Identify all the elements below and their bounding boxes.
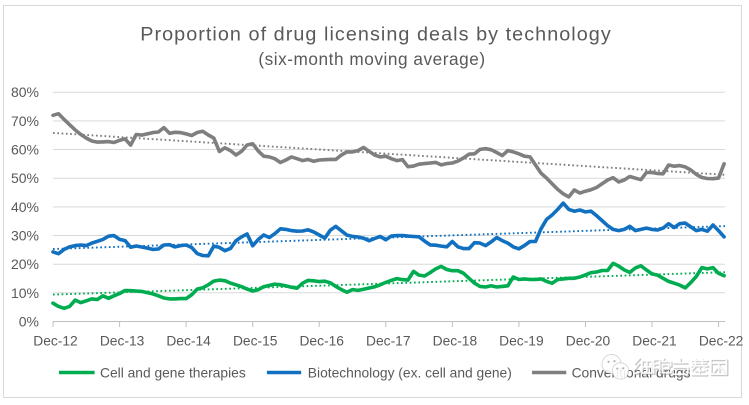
- svg-text:Dec-19: Dec-19: [499, 334, 544, 349]
- svg-text:20%: 20%: [11, 256, 39, 272]
- svg-text:0%: 0%: [19, 314, 39, 330]
- svg-text:60%: 60%: [11, 142, 39, 158]
- svg-text:Cell and gene therapies: Cell and gene therapies: [100, 366, 246, 381]
- svg-text:Dec-17: Dec-17: [366, 334, 410, 349]
- svg-text:Dec-13: Dec-13: [100, 334, 145, 349]
- svg-text:(six-month moving average): (six-month moving average): [258, 49, 485, 69]
- svg-text:80%: 80%: [11, 84, 39, 100]
- svg-text:40%: 40%: [11, 199, 39, 215]
- svg-text:Dec-20: Dec-20: [566, 334, 611, 349]
- svg-text:Dec-22: Dec-22: [699, 334, 743, 349]
- svg-text:50%: 50%: [11, 170, 39, 186]
- svg-text:Dec-12: Dec-12: [33, 334, 77, 349]
- svg-text:Dec-16: Dec-16: [299, 334, 344, 349]
- svg-text:70%: 70%: [11, 113, 39, 129]
- svg-text:10%: 10%: [11, 285, 39, 301]
- svg-text:Dec-18: Dec-18: [433, 334, 478, 349]
- svg-text:30%: 30%: [11, 228, 39, 244]
- svg-text:Dec-15: Dec-15: [233, 334, 278, 349]
- svg-text:Proportion of drug licensing d: Proportion of drug licensing deals by te…: [140, 24, 612, 46]
- svg-text:Dec-21: Dec-21: [632, 334, 676, 349]
- svg-text:Dec-14: Dec-14: [166, 334, 211, 349]
- svg-text:Biotechnology (ex. cell and ge: Biotechnology (ex. cell and gene): [308, 366, 512, 381]
